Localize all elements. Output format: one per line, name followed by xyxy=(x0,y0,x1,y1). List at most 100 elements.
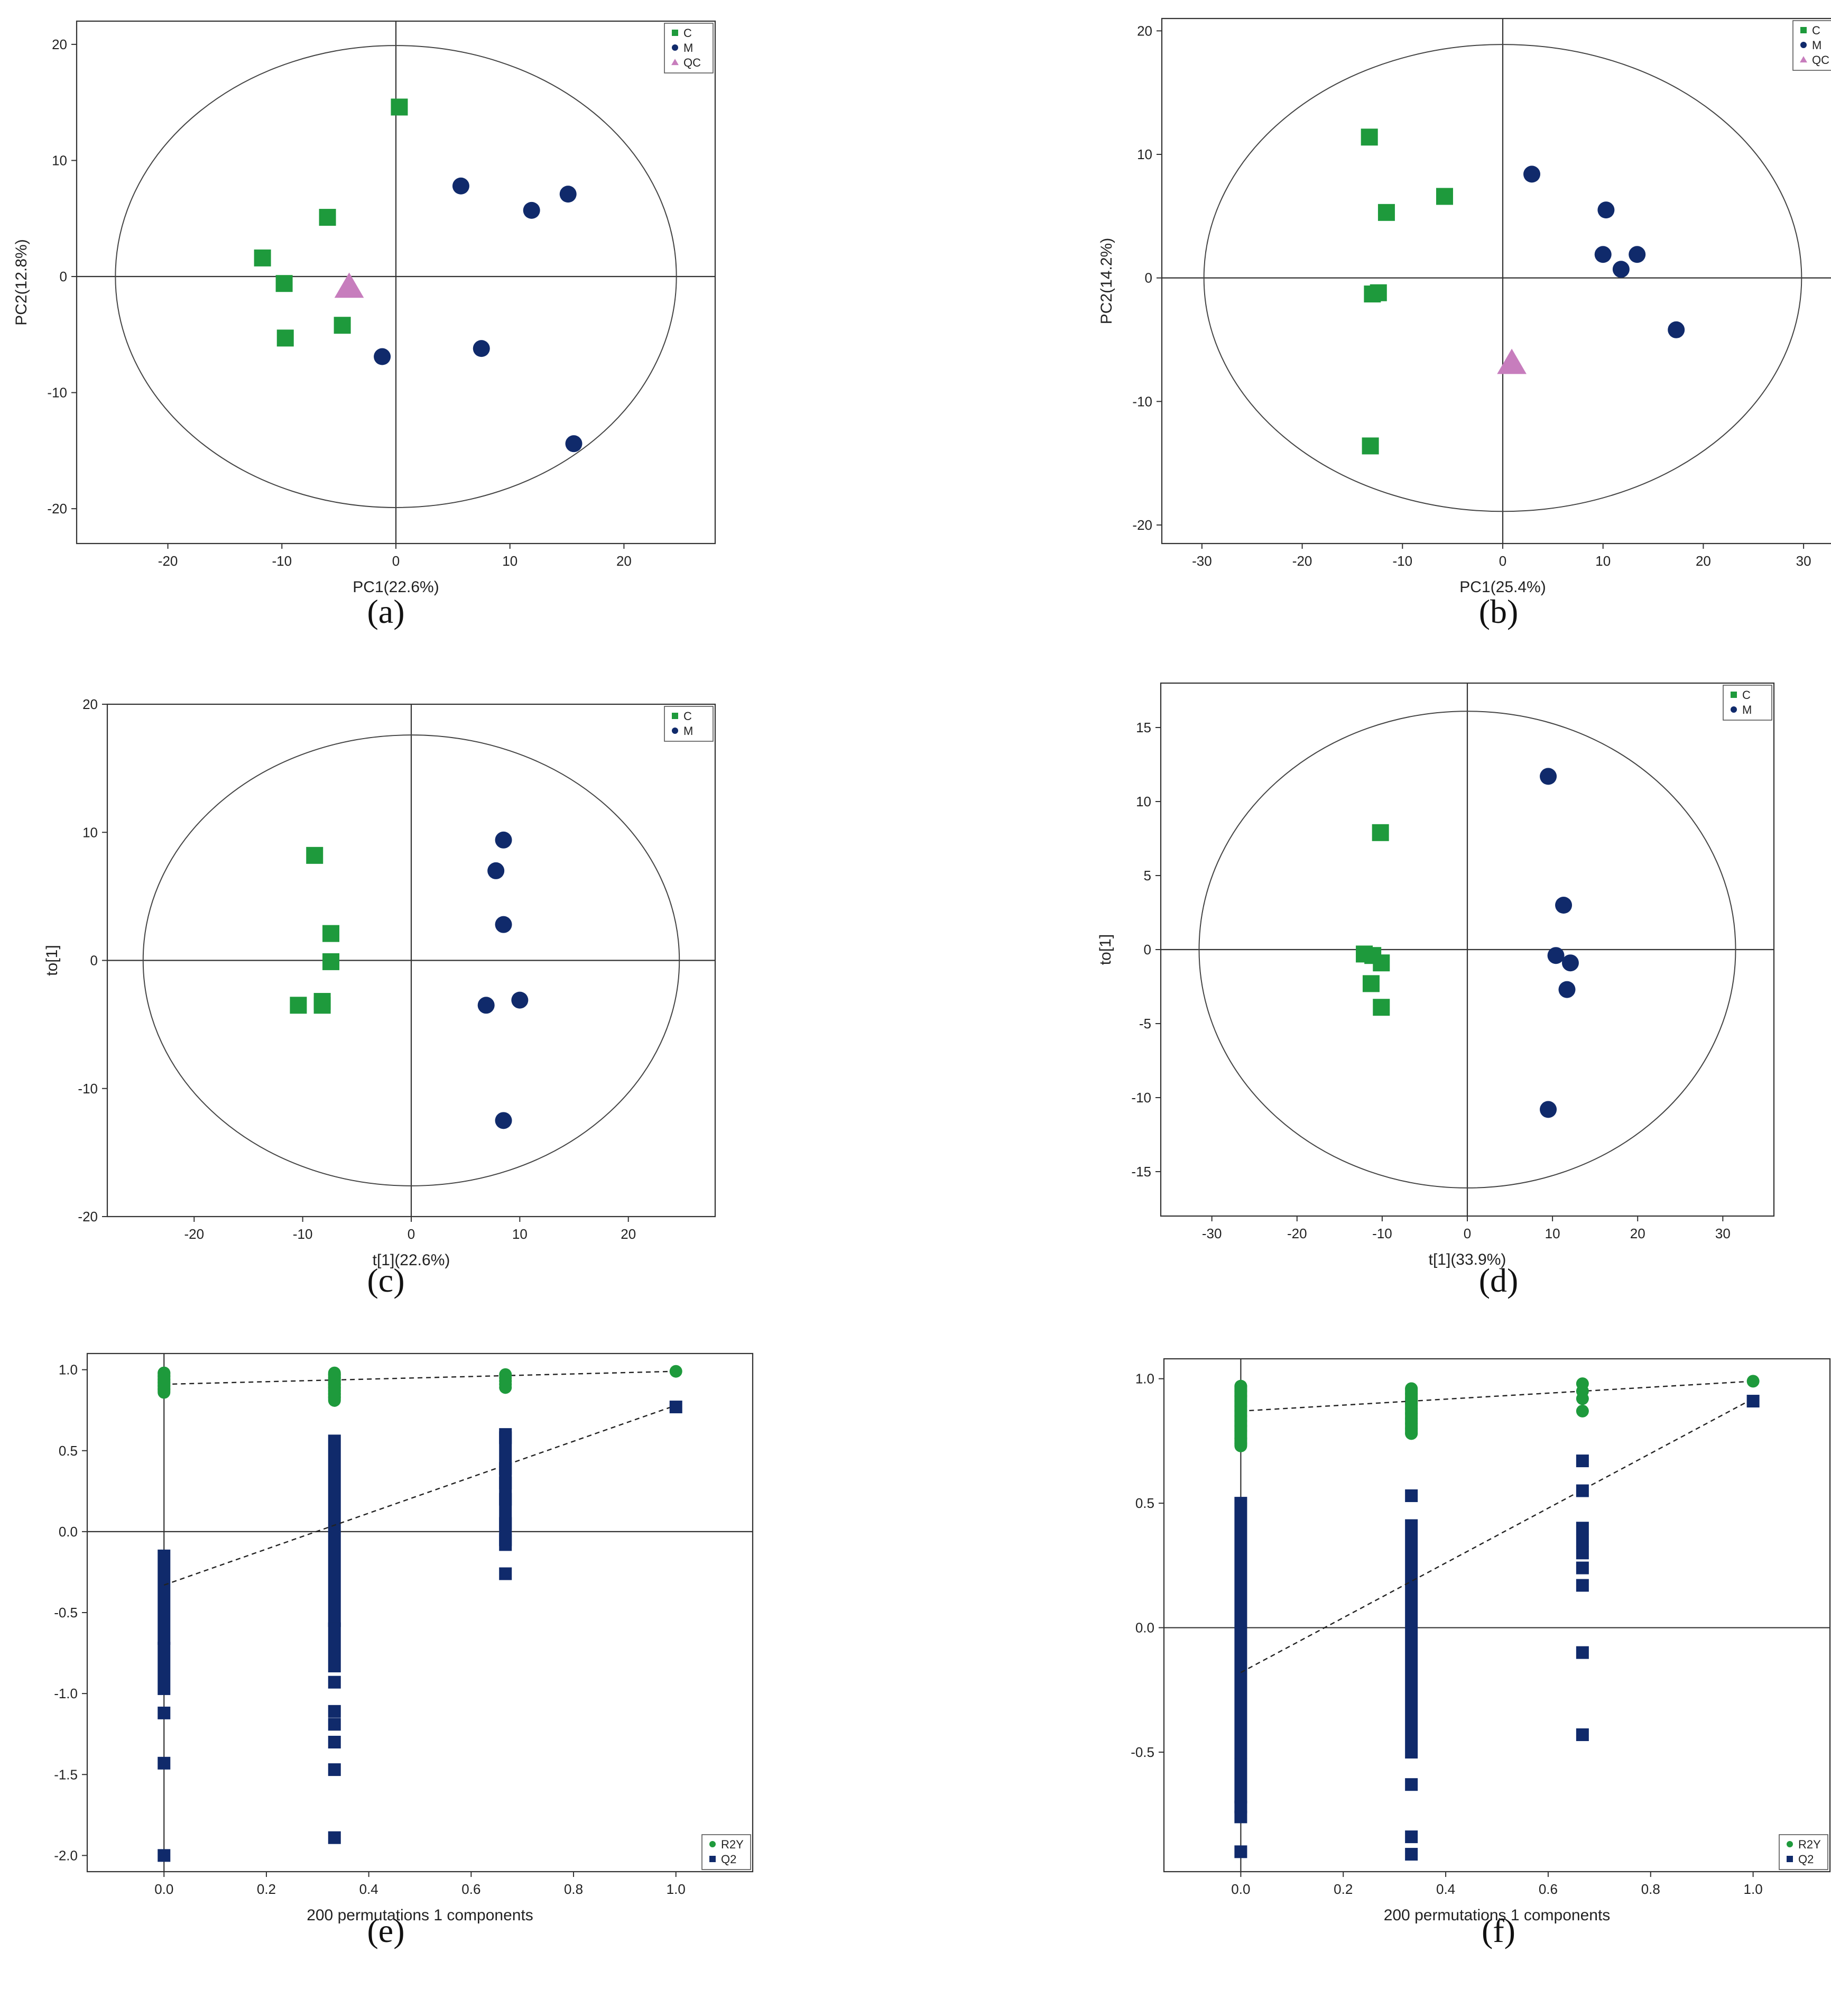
x-tick-label: 20 xyxy=(616,553,632,569)
q2-cluster xyxy=(1234,1497,1247,1759)
data-point-q2 xyxy=(328,1718,341,1731)
x-tick-label: 20 xyxy=(1630,1226,1645,1241)
x-tick-label: 0.8 xyxy=(1641,1881,1660,1897)
y-tick-label: -1.0 xyxy=(54,1686,78,1701)
data-point-r2y xyxy=(328,1391,341,1404)
legend-label-m: M xyxy=(1742,703,1752,716)
data-point-m xyxy=(1555,897,1573,914)
data-point-m xyxy=(1547,947,1565,964)
y-axis-label: to[1] xyxy=(1097,934,1114,965)
legend-box xyxy=(1779,1834,1828,1870)
data-point-m xyxy=(495,831,512,849)
y-tick-label: -20 xyxy=(47,501,67,517)
data-point-q2 xyxy=(499,1517,512,1530)
series-c xyxy=(1361,128,1453,455)
regression-line-r2y xyxy=(164,1370,676,1385)
x-tick-label: 0.2 xyxy=(257,1881,276,1897)
x-axis-label: PC1(22.6%) xyxy=(353,578,439,596)
data-point-r2y xyxy=(669,1365,682,1378)
q2-cluster xyxy=(158,1549,171,1645)
data-point-q2 xyxy=(328,1831,341,1844)
data-point-c xyxy=(306,846,323,864)
data-point-r2y xyxy=(499,1381,512,1394)
data-point-c xyxy=(334,317,351,334)
data-point-m xyxy=(1612,261,1630,278)
data-point-c xyxy=(276,329,294,347)
y-tick-label: 20 xyxy=(52,36,67,52)
series-c xyxy=(290,846,340,1014)
data-point-m xyxy=(523,201,540,219)
data-point-c xyxy=(313,997,331,1014)
y-tick-label: 10 xyxy=(52,152,67,168)
data-point-q2 xyxy=(158,1756,171,1770)
x-tick-label: -10 xyxy=(272,553,292,569)
y-tick-label: -1.5 xyxy=(54,1766,78,1782)
regression-line-r2y xyxy=(1241,1380,1753,1412)
legend-box xyxy=(1723,685,1772,721)
data-point-q2 xyxy=(328,1736,341,1748)
legend-label-m: M xyxy=(683,724,693,738)
panel-label-a: (a) xyxy=(367,593,405,630)
panel-b: -30 -20 -10 0 10 20 30 -20 -10 0 10 20 PC1(25.4%) PC2… xyxy=(916,0,1831,656)
data-point-m xyxy=(1558,981,1576,998)
x-tick-label: -20 xyxy=(184,1226,204,1242)
x-tick-label: -30 xyxy=(1202,1226,1222,1241)
data-point-q2 xyxy=(499,1533,512,1546)
data-point-q2 xyxy=(499,1462,512,1475)
y-tick-label: 0.5 xyxy=(1135,1495,1154,1511)
data-point-qc xyxy=(334,272,364,298)
x-tick-label: 10 xyxy=(502,553,517,569)
q2-cluster xyxy=(1405,1519,1418,1759)
series-m xyxy=(477,831,529,1129)
data-point-q2 xyxy=(1234,1845,1247,1858)
series-c xyxy=(1356,824,1390,1016)
x-tick-label: 10 xyxy=(1595,553,1611,569)
chart-a: -20 -10 0 10 20 -20 -10 0 10 20 PC1(22.6%) PC2(12.8… xyxy=(13,20,716,596)
legend: CM xyxy=(1723,685,1772,721)
data-point-q2 xyxy=(499,1477,512,1489)
series-m xyxy=(374,177,582,453)
legend: CM xyxy=(664,706,714,742)
legend-box xyxy=(1792,20,1831,71)
q2-cluster xyxy=(328,1622,341,1673)
series-qc xyxy=(334,272,364,298)
data-point-c xyxy=(290,997,307,1014)
series-r2y xyxy=(1234,1375,1760,1450)
y-tick-label: -10 xyxy=(47,385,67,401)
y-axis-label: PC2(12.8%) xyxy=(13,239,30,325)
q2-cluster xyxy=(1234,1758,1247,1803)
data-point-c xyxy=(1373,999,1390,1016)
legend-box xyxy=(664,706,714,742)
y-tick-label: -5 xyxy=(1139,1016,1151,1032)
data-point-c xyxy=(1377,204,1395,221)
y-axis-label: PC2(14.2%) xyxy=(1098,238,1115,324)
y-tick-label: -0.5 xyxy=(1131,1744,1154,1760)
series-q2 xyxy=(158,1401,682,1862)
legend-marker-m xyxy=(672,728,678,734)
x-axis-label: t[1](33.9%) xyxy=(1429,1251,1506,1268)
data-point-c xyxy=(1436,188,1453,205)
data-point-m xyxy=(1523,165,1541,183)
y-tick-label: -20 xyxy=(78,1209,98,1225)
data-point-r2y xyxy=(1576,1392,1589,1405)
x-axis-label: t[1](22.6%) xyxy=(373,1251,450,1269)
legend-label-c: C xyxy=(683,26,692,40)
x-tick-label: 0.8 xyxy=(564,1881,583,1897)
data-point-c xyxy=(275,275,293,292)
legend-label-r2y: R2Y xyxy=(721,1838,744,1851)
data-point-m xyxy=(1597,201,1615,219)
x-tick-label: 10 xyxy=(512,1226,528,1242)
data-point-c xyxy=(1362,975,1380,992)
data-point-c xyxy=(322,953,340,970)
x-axis-label: PC1(25.4%) xyxy=(1459,578,1546,596)
panel-label-c: (c) xyxy=(367,1262,405,1299)
data-point-m xyxy=(1629,246,1646,263)
chart-d: -30 -20 -10 0 10 20 30 -15 -10 -5 0 5 10 15 t[1](33.9%… xyxy=(1097,682,1775,1268)
legend-label-m: M xyxy=(1812,39,1821,52)
data-point-q2 xyxy=(1576,1579,1589,1592)
panel-f: 0.0 0.2 0.4 0.6 0.8 1.0 -0.5 0.0 0.5 1.0 200 permu… xyxy=(916,1338,1831,1993)
series-c xyxy=(254,98,408,347)
